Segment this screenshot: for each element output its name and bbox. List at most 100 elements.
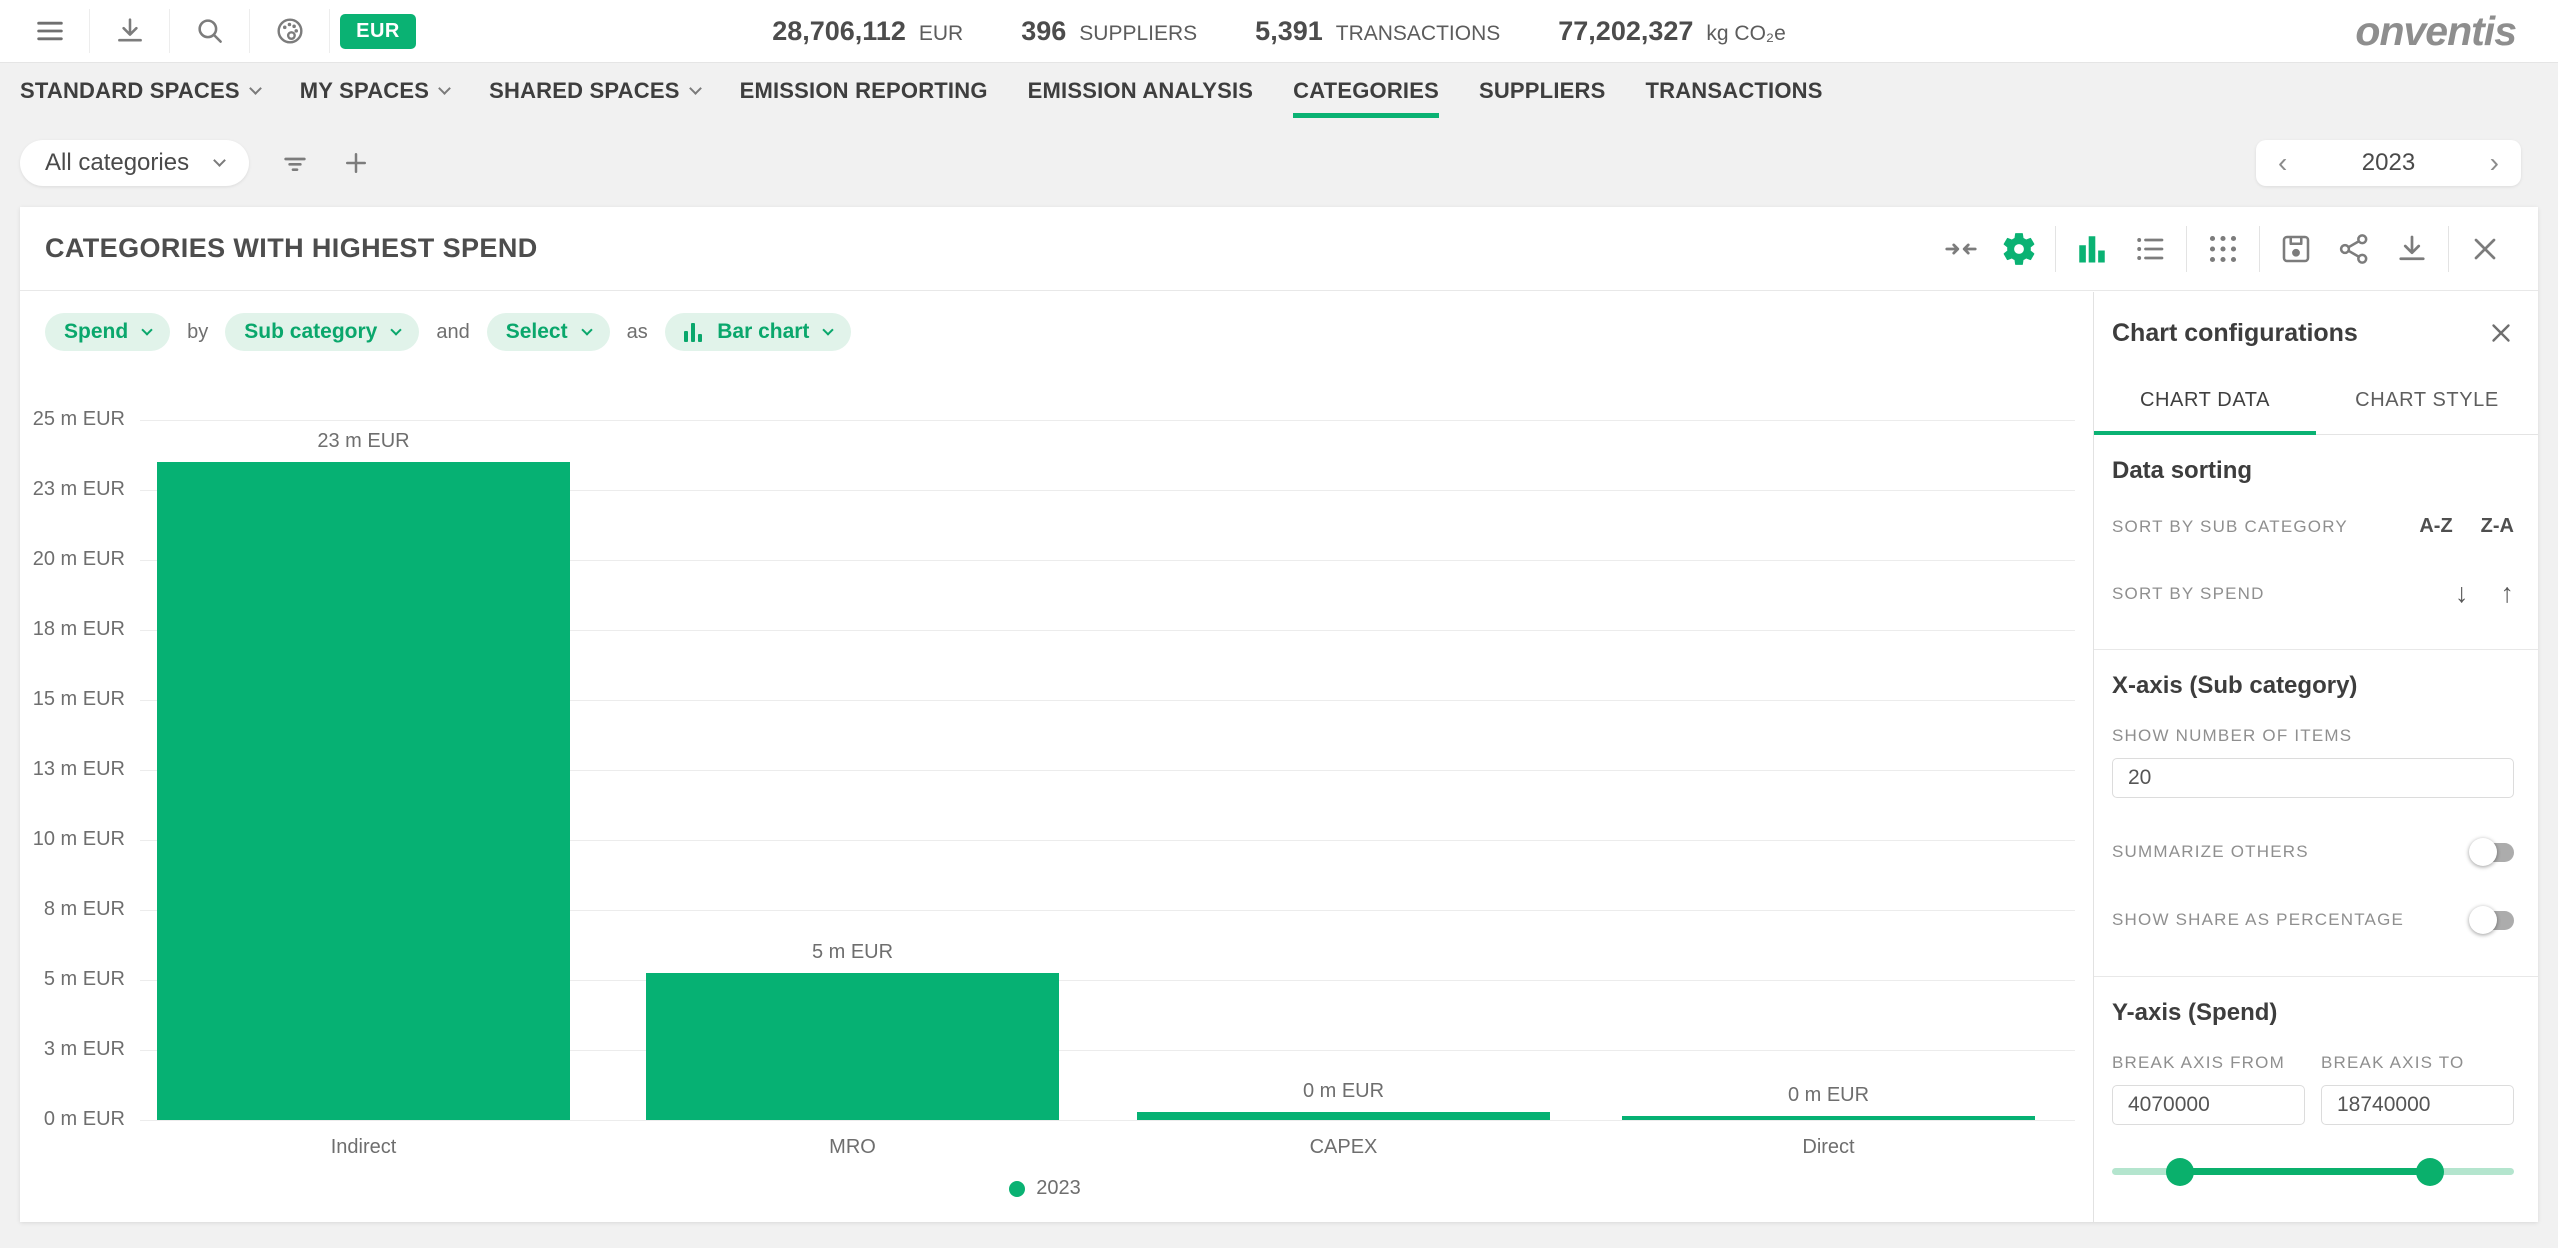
number-of-items-input[interactable] [2112,758,2514,798]
kpi-value: 28,706,112 [772,15,906,46]
y-axis-tick-label: 18 m EUR [32,618,125,640]
chart-card-header: CATEGORIES WITH HIGHEST SPEND [20,207,2538,291]
plus-icon [346,152,367,173]
chevron-down-icon [580,324,593,336]
nav-shared-spaces[interactable]: SHARED SPACES [489,63,702,118]
search-button[interactable] [170,9,250,53]
panel-close-button[interactable] [2486,318,2516,348]
grid-view-button[interactable] [2194,220,2252,278]
chevron-down-icon [141,324,153,336]
nav-label: SHARED SPACES [489,77,680,103]
category-select[interactable]: All categories [20,139,250,186]
chart-type-chip[interactable]: Bar chart [664,313,852,351]
share-button[interactable] [2325,220,2383,278]
y-axis-tick-label: 23 m EUR [32,478,125,500]
chart-card: CATEGORIES WITH HIGHEST SPEND [20,207,2538,1222]
chart-legend[interactable]: 2023 [85,1177,2005,1200]
currency-badge[interactable]: EUR [340,13,416,49]
y-axis: 25 m EUR 23 m EUR 20 m EUR 18 m EUR 15 m EUR… [30,408,125,1130]
close-icon [2474,238,2496,259]
legend-dot-2023 [1009,1180,1026,1197]
download-chart-button[interactable] [2383,220,2441,278]
bar-value-label: 23 m EUR [317,430,410,452]
x-axis-heading: X-axis (Sub category) [2112,672,2358,699]
nav-emission-reporting[interactable]: EMISSION REPORTING [740,63,988,118]
next-year-button[interactable]: › [2489,146,2499,178]
y-axis-tick-label: 5 m EUR [43,968,125,990]
sort-ascending-button[interactable]: ↑ [2500,578,2515,608]
chart-card-body: Spend by Sub category and Select as Bar … [20,292,2538,1222]
chart-settings-button[interactable] [1990,220,2048,278]
sort-descending-button[interactable]: ↓ [2455,578,2469,608]
y-axis-tick-label: 3 m EUR [43,1038,125,1060]
sort-az-button[interactable]: A-Z [2419,515,2453,537]
save-button[interactable] [2267,220,2325,278]
chart-view-button[interactable] [2063,220,2121,278]
nav-transactions[interactable]: TRANSACTIONS [1645,63,1822,118]
sort-by-spend-label: SORT BY SPEND [2112,583,2265,603]
sort-za-button[interactable]: Z-A [2480,515,2514,537]
y-axis-tick-label: 13 m EUR [32,758,125,780]
chevron-down-icon [822,324,835,336]
nav-my-spaces[interactable]: MY SPACES [300,63,451,118]
chart-type-chip-label: Bar chart [717,320,810,343]
onventis-logo: onventis [2355,7,2517,54]
bar-indirect[interactable] [157,462,570,1120]
summarize-others-label: SUMMARIZE OTHERS [2112,842,2309,861]
summarize-others-toggle[interactable] [2469,838,2514,866]
prev-year-button[interactable]: ‹ [2278,146,2288,178]
gridline [140,630,2075,631]
panel-title: Chart configurations [2112,318,2358,347]
palette-icon [276,18,303,44]
bar-chart-icon [2079,235,2105,262]
bar-capex[interactable] [1137,1112,1550,1120]
secondary-dimension-chip[interactable]: Select [486,313,610,351]
slider-handle-max[interactable] [2415,1158,2444,1186]
y-axis-tick-label: 10 m EUR [32,828,125,850]
break-axis-from-input[interactable] [2112,1085,2305,1125]
collapse-widget-button[interactable] [1932,220,1990,278]
toggle-knob [2469,906,2497,934]
x-axis-category-label: Direct [1802,1136,1855,1158]
close-widget-button[interactable] [2456,220,2514,278]
nav-emission-analysis[interactable]: EMISSION ANALYSIS [1028,63,1253,118]
theme-button[interactable] [250,9,330,53]
break-axis-from-label: BREAK AXIS FROM [2112,1053,2285,1072]
nav-categories[interactable]: CATEGORIES [1293,63,1439,118]
nav-suppliers[interactable]: SUPPLIERS [1479,63,1606,118]
tab-chart-style[interactable]: CHART STYLE [2355,389,2499,411]
metric-chip[interactable]: Spend [45,313,171,351]
list-view-button[interactable] [2121,220,2179,278]
nav-label: SUPPLIERS [1478,77,1606,103]
chevron-down-icon [688,81,702,95]
y-axis-tick-label: 15 m EUR [32,688,125,710]
sort-by-category-label: SORT BY SUB CATEGORY [2112,516,2348,536]
y-axis-tick-label: 25 m EUR [32,408,125,430]
share-as-percentage-toggle[interactable] [2469,906,2514,934]
menu-button[interactable] [10,9,90,53]
chart-toolbar [1932,220,2514,278]
y-axis-tick-label: 8 m EUR [43,898,125,920]
filter-button[interactable] [279,147,311,179]
gridline [140,910,2075,911]
slider-handle-min[interactable] [2166,1158,2195,1186]
dimension-chip[interactable]: Sub category [225,313,420,351]
kpi-total-spend: 28,706,112 EUR [772,16,963,47]
add-filter-button[interactable] [341,148,371,178]
y-axis-tick-label: 20 m EUR [32,548,125,570]
tab-chart-data[interactable]: CHART DATA [2094,368,2316,435]
share-icon [2339,233,2368,264]
topbar: EUR 28,706,112 EUR 396 SUPPLIERS 5,391 T… [0,0,2558,63]
bar-direct[interactable] [1622,1116,2035,1120]
filter-icon [284,157,306,171]
category-select-value: All categories [45,148,190,176]
break-axis-to-input[interactable] [2321,1085,2514,1125]
summarize-others-row: SUMMARIZE OTHERS [2112,838,2514,866]
nav-label: CATEGORIES [1293,77,1439,103]
download-report-button[interactable] [90,9,170,53]
kpi-suppliers: 396 SUPPLIERS [1021,16,1197,47]
bar-mro[interactable] [646,973,1059,1120]
nav-standard-spaces[interactable]: STANDARD SPACES [20,63,262,118]
bar-value-label: 5 m EUR [811,941,894,963]
toolbar-divider [2186,225,2187,272]
